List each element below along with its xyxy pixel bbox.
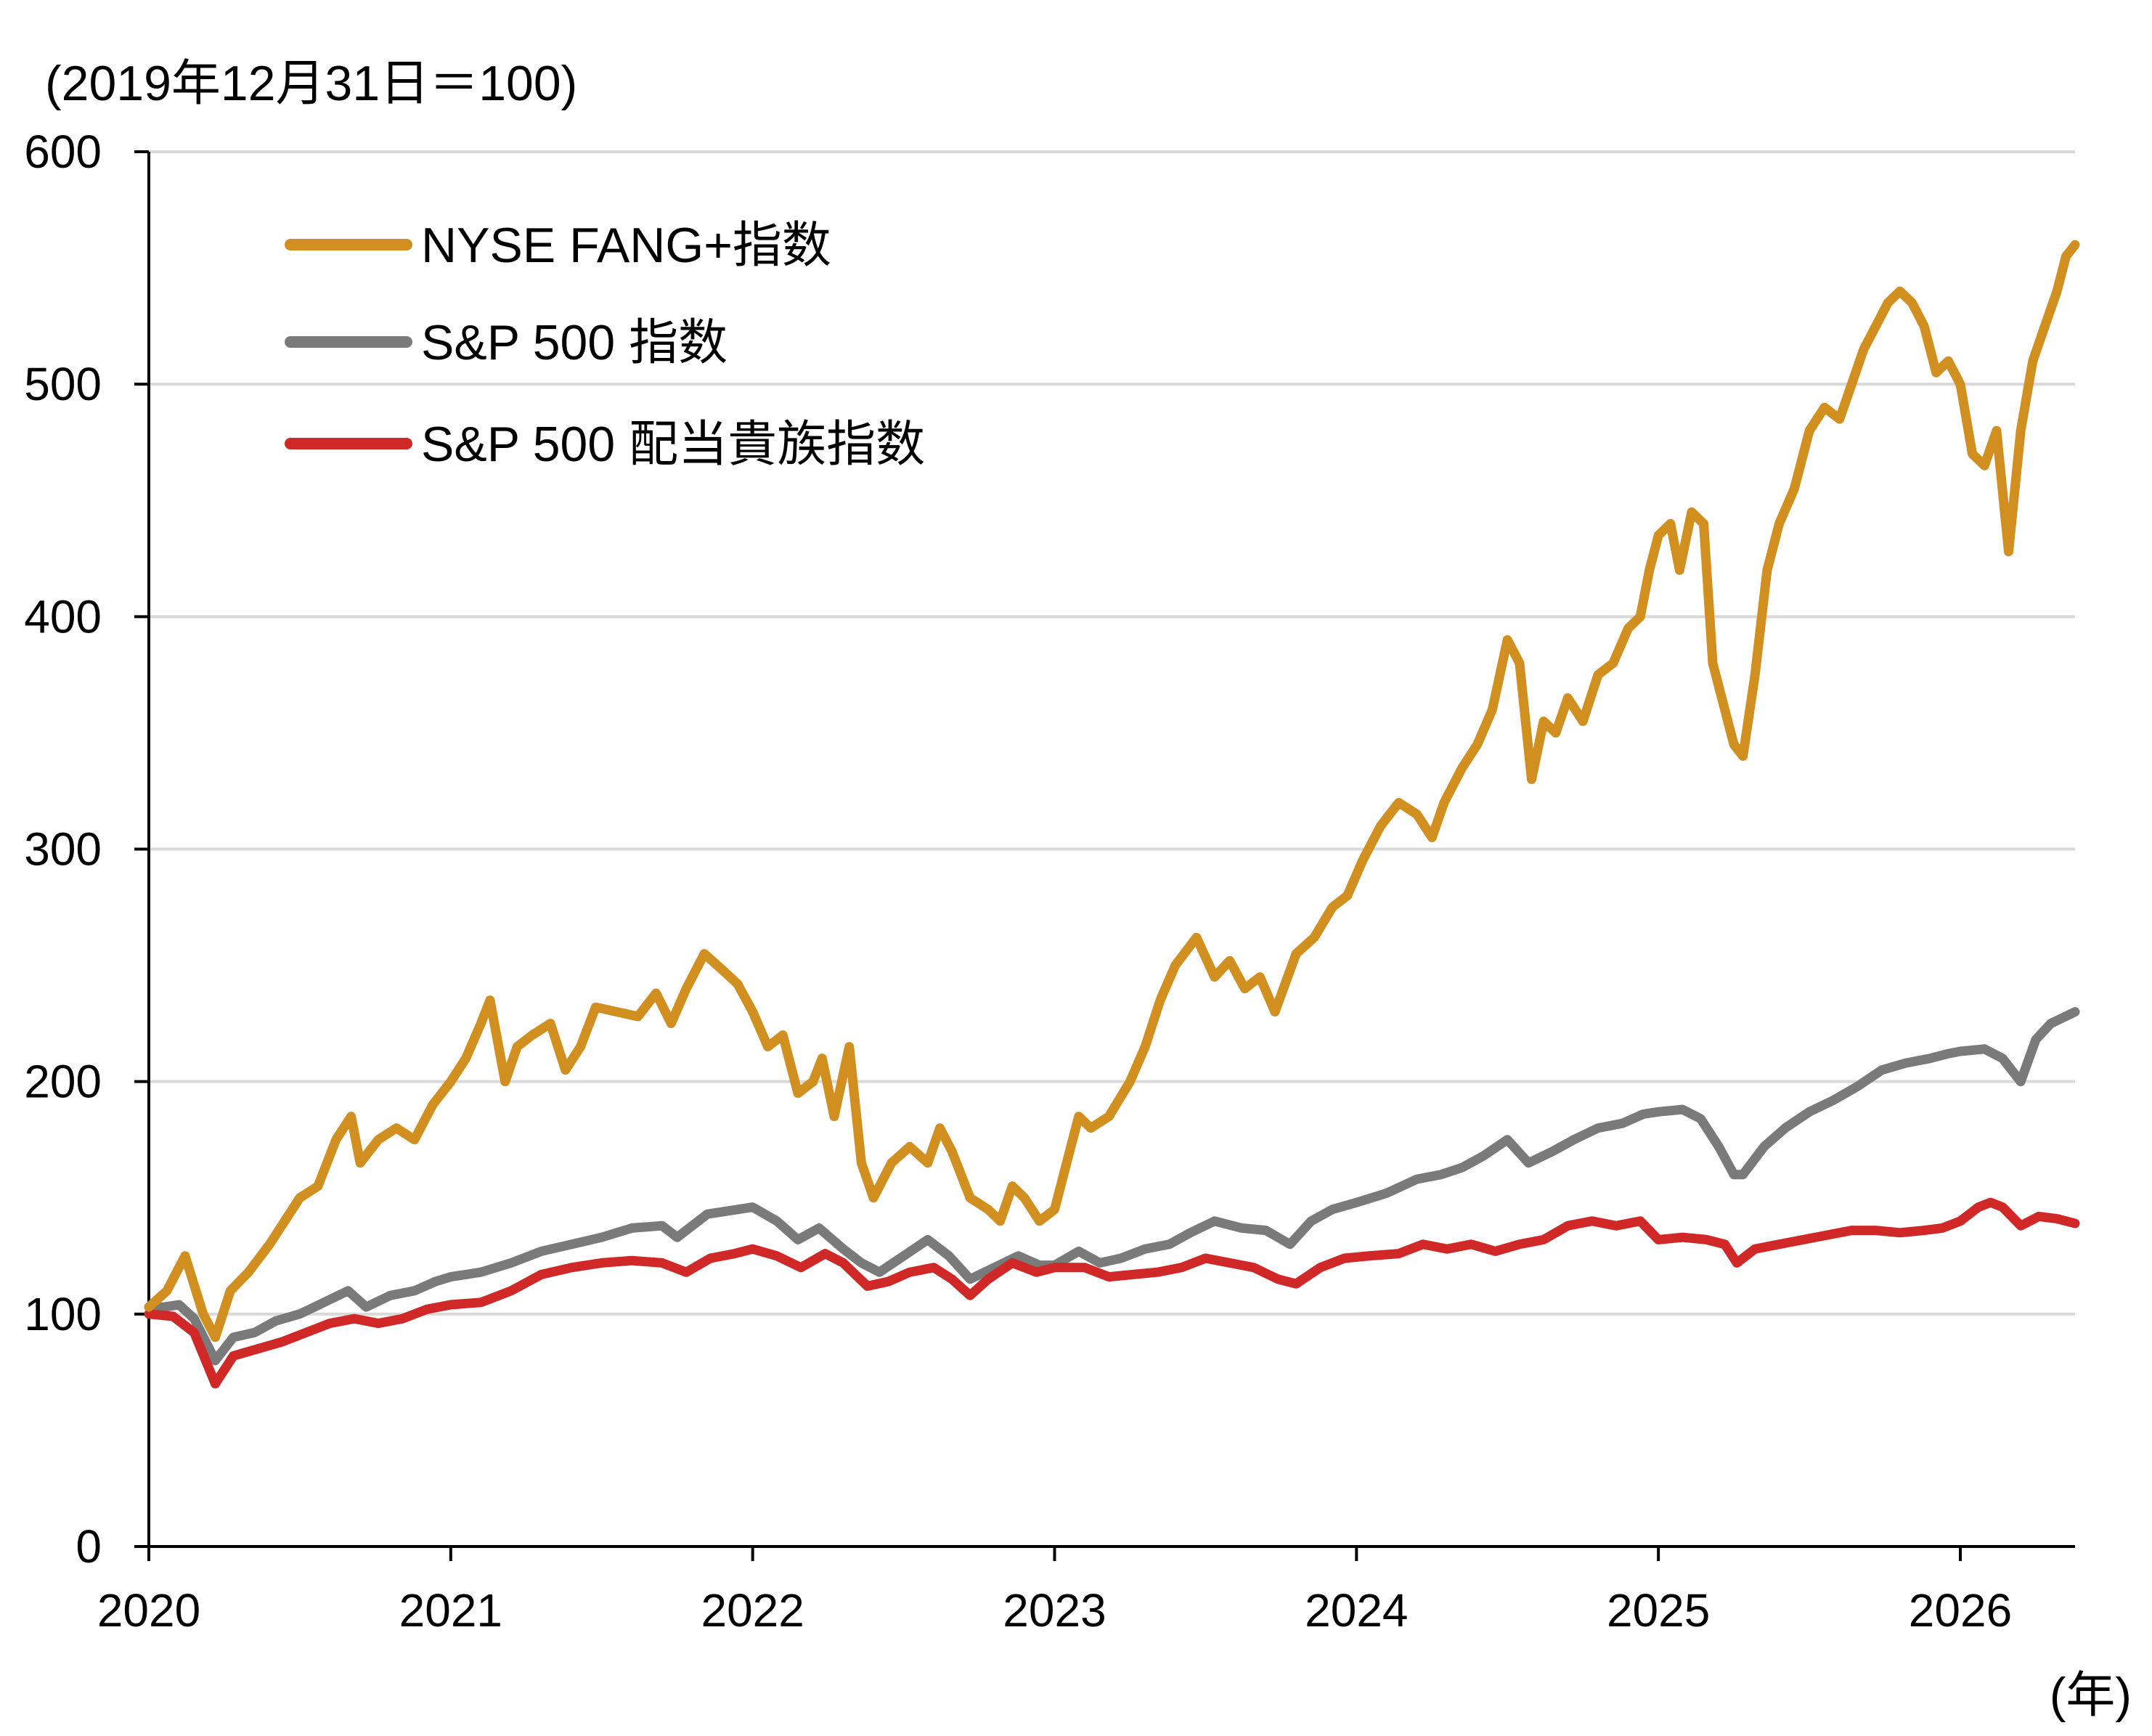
legend-item-aristocrats: S&P 500 配当貴族指数: [285, 417, 925, 472]
y-tick-labels: 0 100 200 300 400 500 600: [24, 126, 149, 1573]
y-tick-label-300: 300: [24, 823, 102, 876]
series-lines: [144, 240, 2080, 1389]
x-tick-label-2021: 2021: [399, 1584, 502, 1637]
legend-label-fang: NYSE FANG+指数: [421, 218, 831, 273]
x-tick-label-2024: 2024: [1305, 1584, 1408, 1637]
x-tick-label-2023: 2023: [1003, 1584, 1106, 1637]
legend-item-sp500: S&P 500 指数: [285, 315, 727, 370]
legend-label-aristocrats: S&P 500 配当貴族指数: [421, 417, 925, 472]
y-axis-unit-label: (2019年12月31日＝100): [45, 56, 577, 111]
legend-item-fang: NYSE FANG+指数: [285, 218, 831, 273]
y-tick-label-500: 500: [24, 358, 102, 410]
x-tick-labels: 2020 2021 2022 2023 2024 2025 2026: [97, 1546, 2012, 1637]
gridlines: [149, 150, 2075, 1316]
y-tick-label-600: 600: [24, 126, 102, 178]
series-line-sp500: [144, 1007, 2080, 1366]
series-line-fang: [144, 240, 2080, 1342]
x-tick-label-2026: 2026: [1909, 1584, 2012, 1637]
y-tick-label-400: 400: [24, 590, 102, 643]
series-line-aristocrats: [144, 1197, 2080, 1389]
legend: NYSE FANG+指数 S&P 500 指数 S&P 500 配当貴族指数: [285, 218, 925, 472]
y-tick-label-0: 0: [76, 1520, 102, 1573]
y-tick-label-200: 200: [24, 1056, 102, 1108]
x-tick-label-2020: 2020: [97, 1584, 200, 1637]
legend-label-sp500: S&P 500 指数: [421, 315, 727, 370]
x-axis-unit-label: (年): [2050, 1668, 2132, 1723]
x-tick-label-2022: 2022: [701, 1584, 804, 1637]
x-tick-label-2025: 2025: [1607, 1584, 1710, 1637]
y-tick-label-100: 100: [24, 1288, 102, 1340]
